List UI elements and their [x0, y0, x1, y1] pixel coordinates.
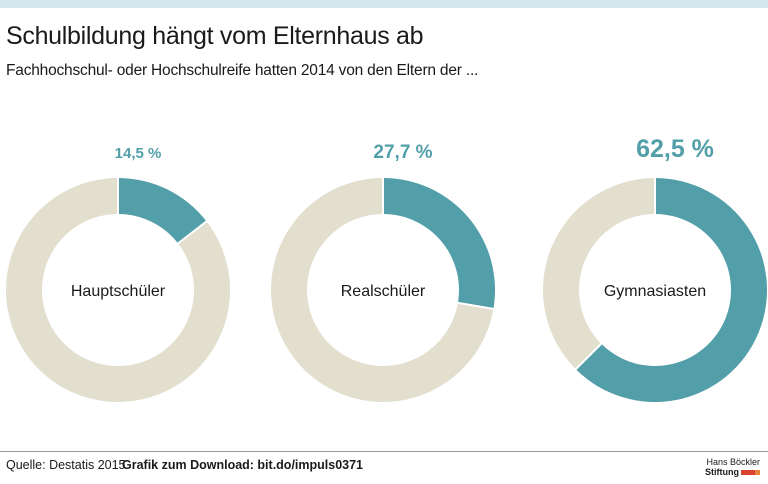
- donut-remainder-hauptschueler: [5, 178, 230, 403]
- logo-line-1: Hans Böckler: [706, 457, 760, 467]
- value-label-gymnasiasten: 62,5 %: [636, 135, 714, 163]
- value-label-hauptschueler: 14,5 %: [115, 145, 162, 162]
- category-label-hauptschueler: Hauptschüler: [71, 283, 166, 300]
- category-label-realschueler: Realschüler: [341, 283, 426, 300]
- chart-subtitle: Fachhochschul- oder Hochschulreife hatte…: [6, 62, 479, 79]
- donut-share-hauptschueler: [118, 178, 207, 244]
- slice-separator: [575, 343, 602, 370]
- donut-remainder-gymnasiasten: [543, 178, 655, 370]
- donut-share-gymnasiasten: [575, 178, 768, 402]
- hans-boeckler-logo: Hans Böckler Stiftung: [705, 457, 760, 477]
- slice-separator: [457, 301, 494, 310]
- logo-line-2: Stiftung: [705, 467, 739, 477]
- category-label-gymnasiasten: Gymnasiasten: [604, 283, 706, 300]
- chart-title: Schulbildung hängt vom Elternhaus ab: [6, 22, 424, 50]
- footer-divider: [0, 451, 768, 452]
- donut-charts: 14,5 % Hauptschüler 27,7 % Realschüler 62,5 …: [5, 135, 768, 403]
- source-note: Quelle: Destatis 2015: [6, 458, 126, 472]
- donut-share-realschueler: [383, 178, 495, 309]
- top-accent-bar: [0, 0, 768, 8]
- download-link[interactable]: Grafik zum Download: bit.do/impuls0371: [122, 458, 364, 472]
- logo-mark-icon: [741, 470, 755, 476]
- slice-separator: [177, 220, 208, 245]
- value-label-realschueler: 27,7 %: [373, 142, 432, 163]
- donut-remainder-realschueler: [271, 178, 494, 403]
